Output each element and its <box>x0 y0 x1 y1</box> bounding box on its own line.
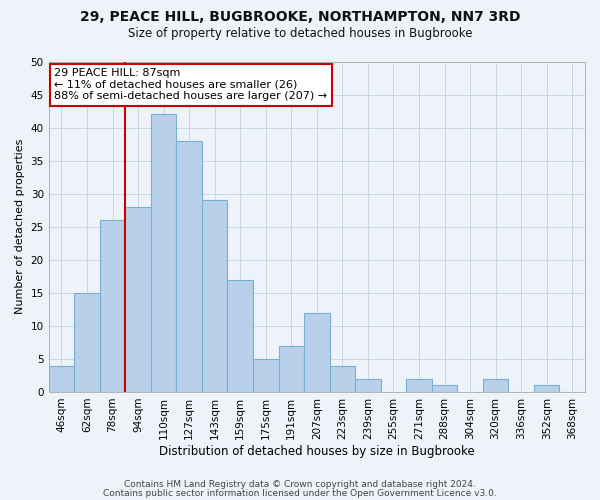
Bar <box>125 207 151 392</box>
Text: 29 PEACE HILL: 87sqm
← 11% of detached houses are smaller (26)
88% of semi-detac: 29 PEACE HILL: 87sqm ← 11% of detached h… <box>54 68 327 102</box>
Bar <box>355 378 380 392</box>
Bar <box>49 366 74 392</box>
Bar <box>406 378 432 392</box>
Bar <box>278 346 304 392</box>
Bar <box>253 359 278 392</box>
Text: Contains public sector information licensed under the Open Government Licence v3: Contains public sector information licen… <box>103 488 497 498</box>
Bar <box>74 293 100 392</box>
Bar <box>304 312 329 392</box>
X-axis label: Distribution of detached houses by size in Bugbrooke: Distribution of detached houses by size … <box>159 444 475 458</box>
Y-axis label: Number of detached properties: Number of detached properties <box>15 139 25 314</box>
Text: Contains HM Land Registry data © Crown copyright and database right 2024.: Contains HM Land Registry data © Crown c… <box>124 480 476 489</box>
Bar <box>202 200 227 392</box>
Bar <box>100 220 125 392</box>
Text: 29, PEACE HILL, BUGBROOKE, NORTHAMPTON, NN7 3RD: 29, PEACE HILL, BUGBROOKE, NORTHAMPTON, … <box>80 10 520 24</box>
Bar <box>227 280 253 392</box>
Bar <box>329 366 355 392</box>
Bar <box>483 378 508 392</box>
Text: Size of property relative to detached houses in Bugbrooke: Size of property relative to detached ho… <box>128 28 472 40</box>
Bar <box>432 386 457 392</box>
Bar <box>176 141 202 392</box>
Bar <box>151 114 176 392</box>
Bar <box>534 386 559 392</box>
